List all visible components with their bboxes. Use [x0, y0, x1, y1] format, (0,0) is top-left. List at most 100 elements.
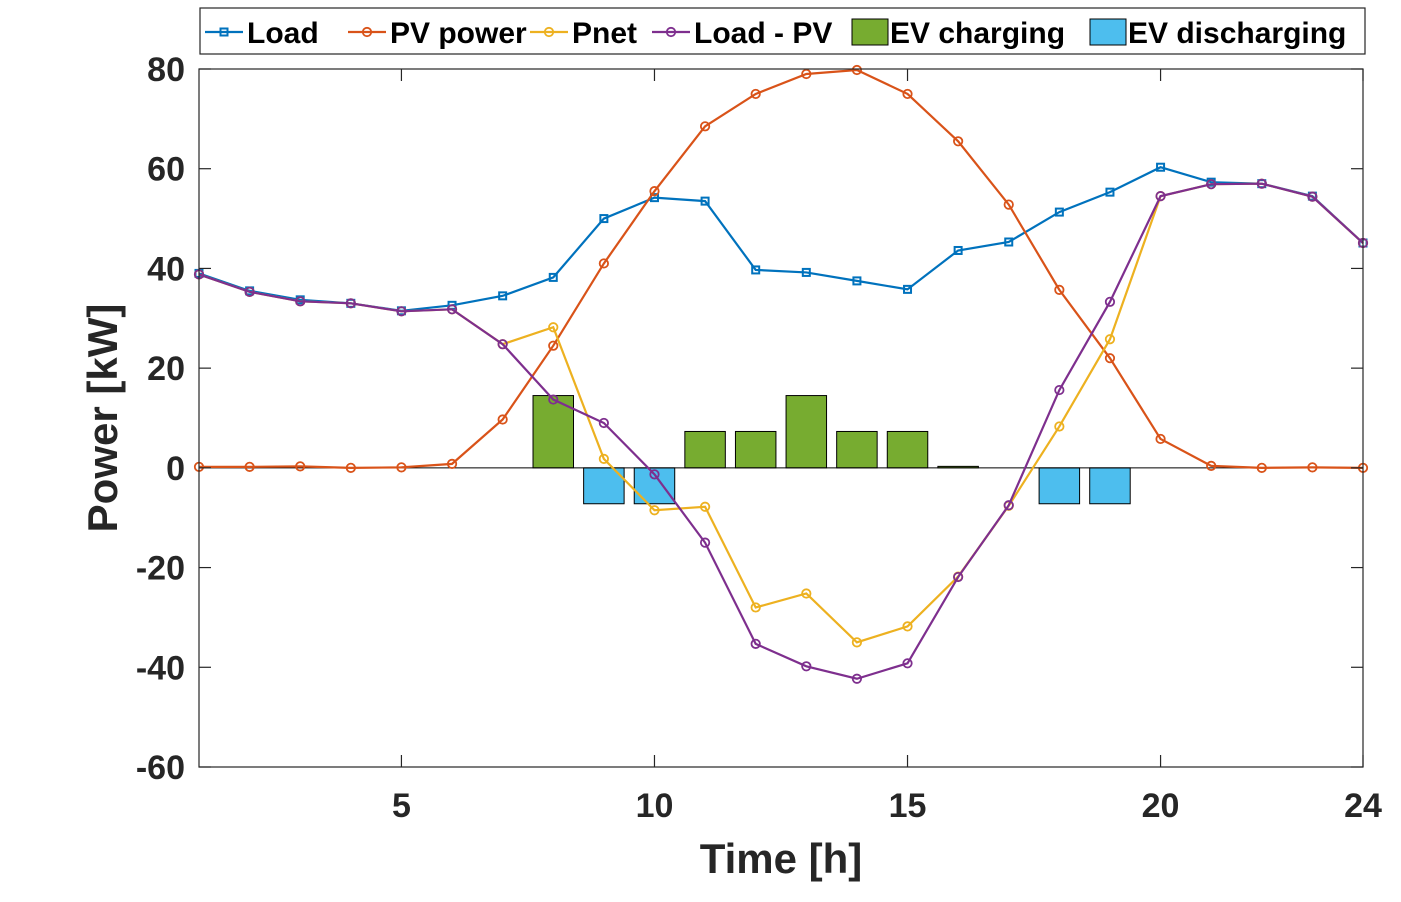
y-tick-label: 0 [166, 450, 185, 488]
load-pv-point-20 [1155, 191, 1166, 202]
pv-power-point-16 [953, 136, 964, 147]
ev-charging-bar-14 [836, 430, 878, 469]
load-pv-point-7 [497, 339, 508, 350]
y-tick-label: -60 [136, 749, 185, 787]
load-pv-point-15 [902, 658, 913, 669]
x-axis-label: Time [h] [700, 835, 863, 882]
y-tick-label: 80 [147, 51, 185, 89]
pnet-point-15 [902, 621, 913, 632]
load-point-15 [903, 284, 913, 294]
ev-charging-bar-15 [886, 430, 929, 469]
load-pv-point-11 [699, 537, 711, 548]
load-point-19 [1105, 187, 1115, 197]
load-pv-point-13 [801, 661, 812, 672]
legend-item-ev-charging[interactable]: EV charging [851, 17, 1065, 50]
load-pv-point-2 [244, 286, 255, 297]
pv-power-point-17 [1003, 199, 1014, 210]
pv-power-point-23 [1307, 462, 1318, 473]
pnet-point-8 [548, 322, 559, 333]
legend-item-load-pv[interactable]: Load - PV [652, 17, 832, 50]
load-point-7 [498, 291, 508, 301]
pnet-point-9 [598, 453, 609, 464]
ev-charging-bar-13 [785, 395, 828, 469]
pnet-line [198, 182, 1364, 644]
x-tick-label: 24 [1344, 787, 1382, 825]
load-point-9 [599, 214, 609, 224]
legend-marker-load [219, 27, 229, 37]
plot-area-frame [198, 68, 1364, 768]
load-pv-point-17 [1003, 500, 1014, 511]
load-pv-point-12 [750, 638, 761, 649]
legend-label-ev-charging: EV charging [890, 17, 1065, 50]
pv-power-point-13 [801, 68, 812, 80]
legend-label-ev-discharging: EV discharging [1128, 17, 1346, 50]
load-point-14 [852, 276, 862, 286]
y-tick-label: 40 [147, 250, 185, 288]
load-pv-point-6 [446, 304, 458, 315]
pnet-point-10 [649, 505, 660, 516]
y-tick-label: 60 [147, 151, 185, 189]
pv-power-point-3 [295, 461, 306, 472]
legend-label-load-pv: Load - PV [694, 17, 832, 50]
pv-power-point-19 [1104, 353, 1116, 364]
load-pv-point-18 [1054, 384, 1065, 396]
pv-power-point-21 [1206, 460, 1217, 471]
load-pv-point-4 [345, 298, 356, 309]
legend-swatch-ev-discharging [1089, 18, 1127, 46]
pv-power-point-15 [902, 88, 913, 100]
legend-marker-pv-power [361, 26, 373, 38]
pv-power-point-18 [1054, 284, 1065, 295]
x-tick-label: 20 [1142, 787, 1180, 825]
pv-power-point-20 [1155, 433, 1166, 445]
load-point-18 [1054, 207, 1064, 217]
pv-power-point-10 [649, 186, 660, 197]
legend-box [199, 7, 1366, 55]
series-lines-layer [193, 64, 1369, 684]
load-pv-point-5 [396, 306, 407, 317]
legend-item-load[interactable]: Load [205, 17, 319, 50]
legend-label-pnet: Pnet [572, 17, 637, 50]
pv-power-point-9 [598, 258, 609, 269]
legend-swatch-ev-charging [851, 18, 889, 46]
legend[interactable]: Load PV power Pnet Load - PV EV charging EV d… [199, 7, 1366, 55]
x-tick-label: 10 [636, 787, 674, 825]
load-pv-point-22 [1256, 178, 1267, 189]
load-point-16 [953, 245, 963, 255]
pv-power-point-22 [1256, 462, 1267, 473]
legend-item-ev-discharging[interactable]: EV discharging [1089, 17, 1346, 50]
legend-marker-pnet [543, 26, 555, 38]
y-tick-label: -20 [136, 550, 185, 588]
ev-charging-bar-12 [734, 430, 777, 469]
load-pv-point-14 [851, 673, 863, 684]
load-pv-point-16 [953, 571, 964, 583]
pv-power-point-8 [548, 340, 559, 351]
y-axis-label: Power [kW] [79, 304, 126, 533]
load-pv-point-3 [295, 296, 306, 307]
pv-power-point-7 [497, 414, 508, 425]
x-tick-label: 5 [392, 787, 411, 825]
legend-label-pv-power: PV power [390, 17, 527, 50]
load-pv-point-10 [649, 469, 660, 480]
ev-discharging-bar-19 [1089, 467, 1131, 505]
ev-charging-bar-11 [684, 430, 726, 469]
x-tick-label: 15 [889, 787, 927, 825]
load-point-13 [801, 267, 811, 277]
pv-power-line [199, 68, 1364, 469]
pv-power-point-12 [750, 88, 761, 100]
load-pv-point-8 [548, 394, 559, 405]
pv-power-point-2 [244, 461, 255, 472]
pnet-point-18 [1054, 421, 1065, 432]
legend-item-pv-power[interactable]: PV power [348, 17, 527, 50]
ev-discharging-bar-18 [1038, 467, 1081, 505]
load-pv-line [198, 182, 1364, 680]
load-point-12 [751, 265, 761, 275]
pnet-point-14 [851, 637, 863, 648]
pv-power-point-5 [396, 462, 407, 473]
load-point-8 [548, 272, 558, 282]
y-tick-label: -40 [136, 649, 185, 687]
legend-item-pnet[interactable]: Pnet [530, 17, 637, 50]
pnet-point-13 [801, 588, 812, 599]
pnet-point-12 [750, 602, 761, 613]
load-pv-point-19 [1104, 296, 1116, 307]
